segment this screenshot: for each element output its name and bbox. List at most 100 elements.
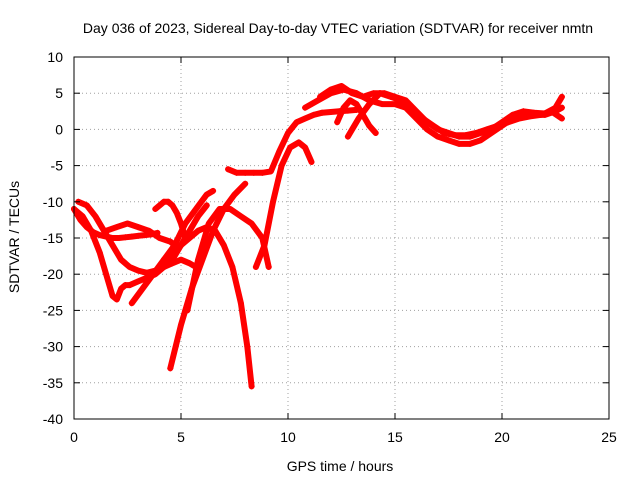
data-point-marker — [392, 101, 398, 108]
data-point-marker — [295, 139, 302, 146]
data-point-marker — [462, 132, 469, 139]
data-point-marker — [210, 187, 217, 194]
data-point-marker — [242, 180, 249, 187]
data-point-marker — [229, 263, 236, 270]
data-point-marker — [344, 107, 351, 114]
data-point-marker — [100, 227, 107, 234]
data-point-marker — [156, 202, 163, 209]
data-point-marker — [220, 242, 227, 249]
data-point-marker — [302, 104, 309, 111]
data-point-marker — [334, 119, 341, 126]
data-point-marker — [109, 292, 116, 299]
data-point-marker — [302, 144, 309, 151]
data-point-marker — [248, 383, 255, 390]
data-point-marker — [122, 234, 129, 241]
data-point-marker — [216, 206, 223, 213]
data-point-marker — [118, 285, 125, 292]
data-point-marker — [387, 93, 394, 100]
x-tick-label: 25 — [601, 429, 617, 445]
data-point-marker — [379, 101, 386, 108]
data-point-marker — [308, 158, 315, 165]
data-point-marker — [259, 169, 266, 176]
data-point-marker — [169, 202, 176, 209]
data-point-marker — [419, 115, 426, 122]
data-point-marker — [139, 285, 146, 292]
data-point-marker — [156, 235, 163, 241]
data-point-marker — [178, 220, 184, 227]
y-tick-label: -30 — [43, 339, 63, 355]
data-point-marker — [340, 104, 347, 111]
data-point-marker — [252, 263, 259, 270]
data-point-marker — [413, 115, 420, 122]
data-point-marker — [265, 263, 272, 270]
data-point-marker — [92, 213, 99, 220]
data-point-marker — [477, 137, 484, 144]
data-point-marker — [169, 249, 176, 256]
data-point-marker — [347, 97, 354, 104]
data-point-marker — [113, 296, 120, 303]
data-point-marker — [195, 256, 202, 263]
data-point-marker — [466, 140, 473, 147]
data-point-marker — [186, 227, 193, 234]
data-point-marker — [135, 278, 142, 285]
data-series — [71, 82, 565, 390]
data-point-marker — [186, 235, 193, 241]
series-arc16 — [334, 97, 379, 137]
data-point-marker — [366, 101, 373, 108]
data-point-marker — [398, 97, 405, 104]
data-point-marker — [434, 133, 441, 140]
data-point-marker — [145, 227, 152, 234]
data-point-marker — [349, 90, 356, 97]
data-point-marker — [526, 113, 533, 120]
data-point-marker — [270, 198, 277, 205]
data-point-marker — [195, 213, 202, 220]
data-point-marker — [548, 108, 555, 115]
data-point-marker — [186, 260, 193, 267]
data-point-marker — [233, 169, 240, 176]
x-tick-label: 10 — [280, 429, 296, 445]
data-point-marker — [516, 115, 523, 122]
series-arc12 — [252, 139, 315, 270]
y-axis-label: SDTVAR / TECUs — [6, 181, 22, 293]
data-point-marker — [135, 267, 142, 274]
y-tick-label: -15 — [43, 230, 63, 246]
data-point-marker — [237, 300, 244, 307]
data-point-marker — [424, 126, 431, 133]
x-tick-label: 15 — [387, 429, 403, 445]
data-point-marker — [505, 119, 512, 126]
data-point-marker — [242, 169, 249, 176]
x-tick-label: 20 — [494, 429, 510, 445]
series-line — [103, 220, 178, 249]
series-line — [252, 139, 315, 270]
data-point-marker — [353, 101, 360, 108]
y-tick-label: 5 — [55, 85, 63, 101]
data-point-marker — [302, 115, 309, 122]
data-point-marker — [128, 300, 135, 307]
y-tick-label: 0 — [55, 121, 63, 137]
data-point-marker — [537, 111, 544, 118]
data-point-marker — [88, 227, 95, 234]
data-point-marker — [227, 206, 234, 213]
data-point-marker — [152, 206, 159, 213]
data-point-marker — [124, 220, 131, 227]
y-tick-label: -40 — [43, 411, 63, 427]
data-point-marker — [178, 242, 184, 249]
x-tick-label: 0 — [70, 429, 78, 445]
data-point-marker — [430, 122, 437, 129]
data-point-marker — [372, 130, 379, 137]
data-point-marker — [409, 104, 416, 111]
data-point-marker — [237, 213, 244, 220]
y-tick-label: -10 — [43, 194, 63, 210]
data-point-marker — [494, 122, 501, 129]
data-point-marker — [250, 169, 257, 176]
data-point-marker — [192, 206, 199, 213]
data-point-marker — [96, 249, 103, 256]
data-point-marker — [509, 111, 516, 118]
data-point-marker — [178, 256, 184, 263]
data-point-marker — [184, 307, 191, 314]
data-point-marker — [165, 198, 172, 205]
data-point-marker — [338, 82, 345, 89]
data-point-marker — [143, 269, 150, 276]
data-point-marker — [267, 168, 274, 175]
data-point-marker — [167, 365, 174, 372]
